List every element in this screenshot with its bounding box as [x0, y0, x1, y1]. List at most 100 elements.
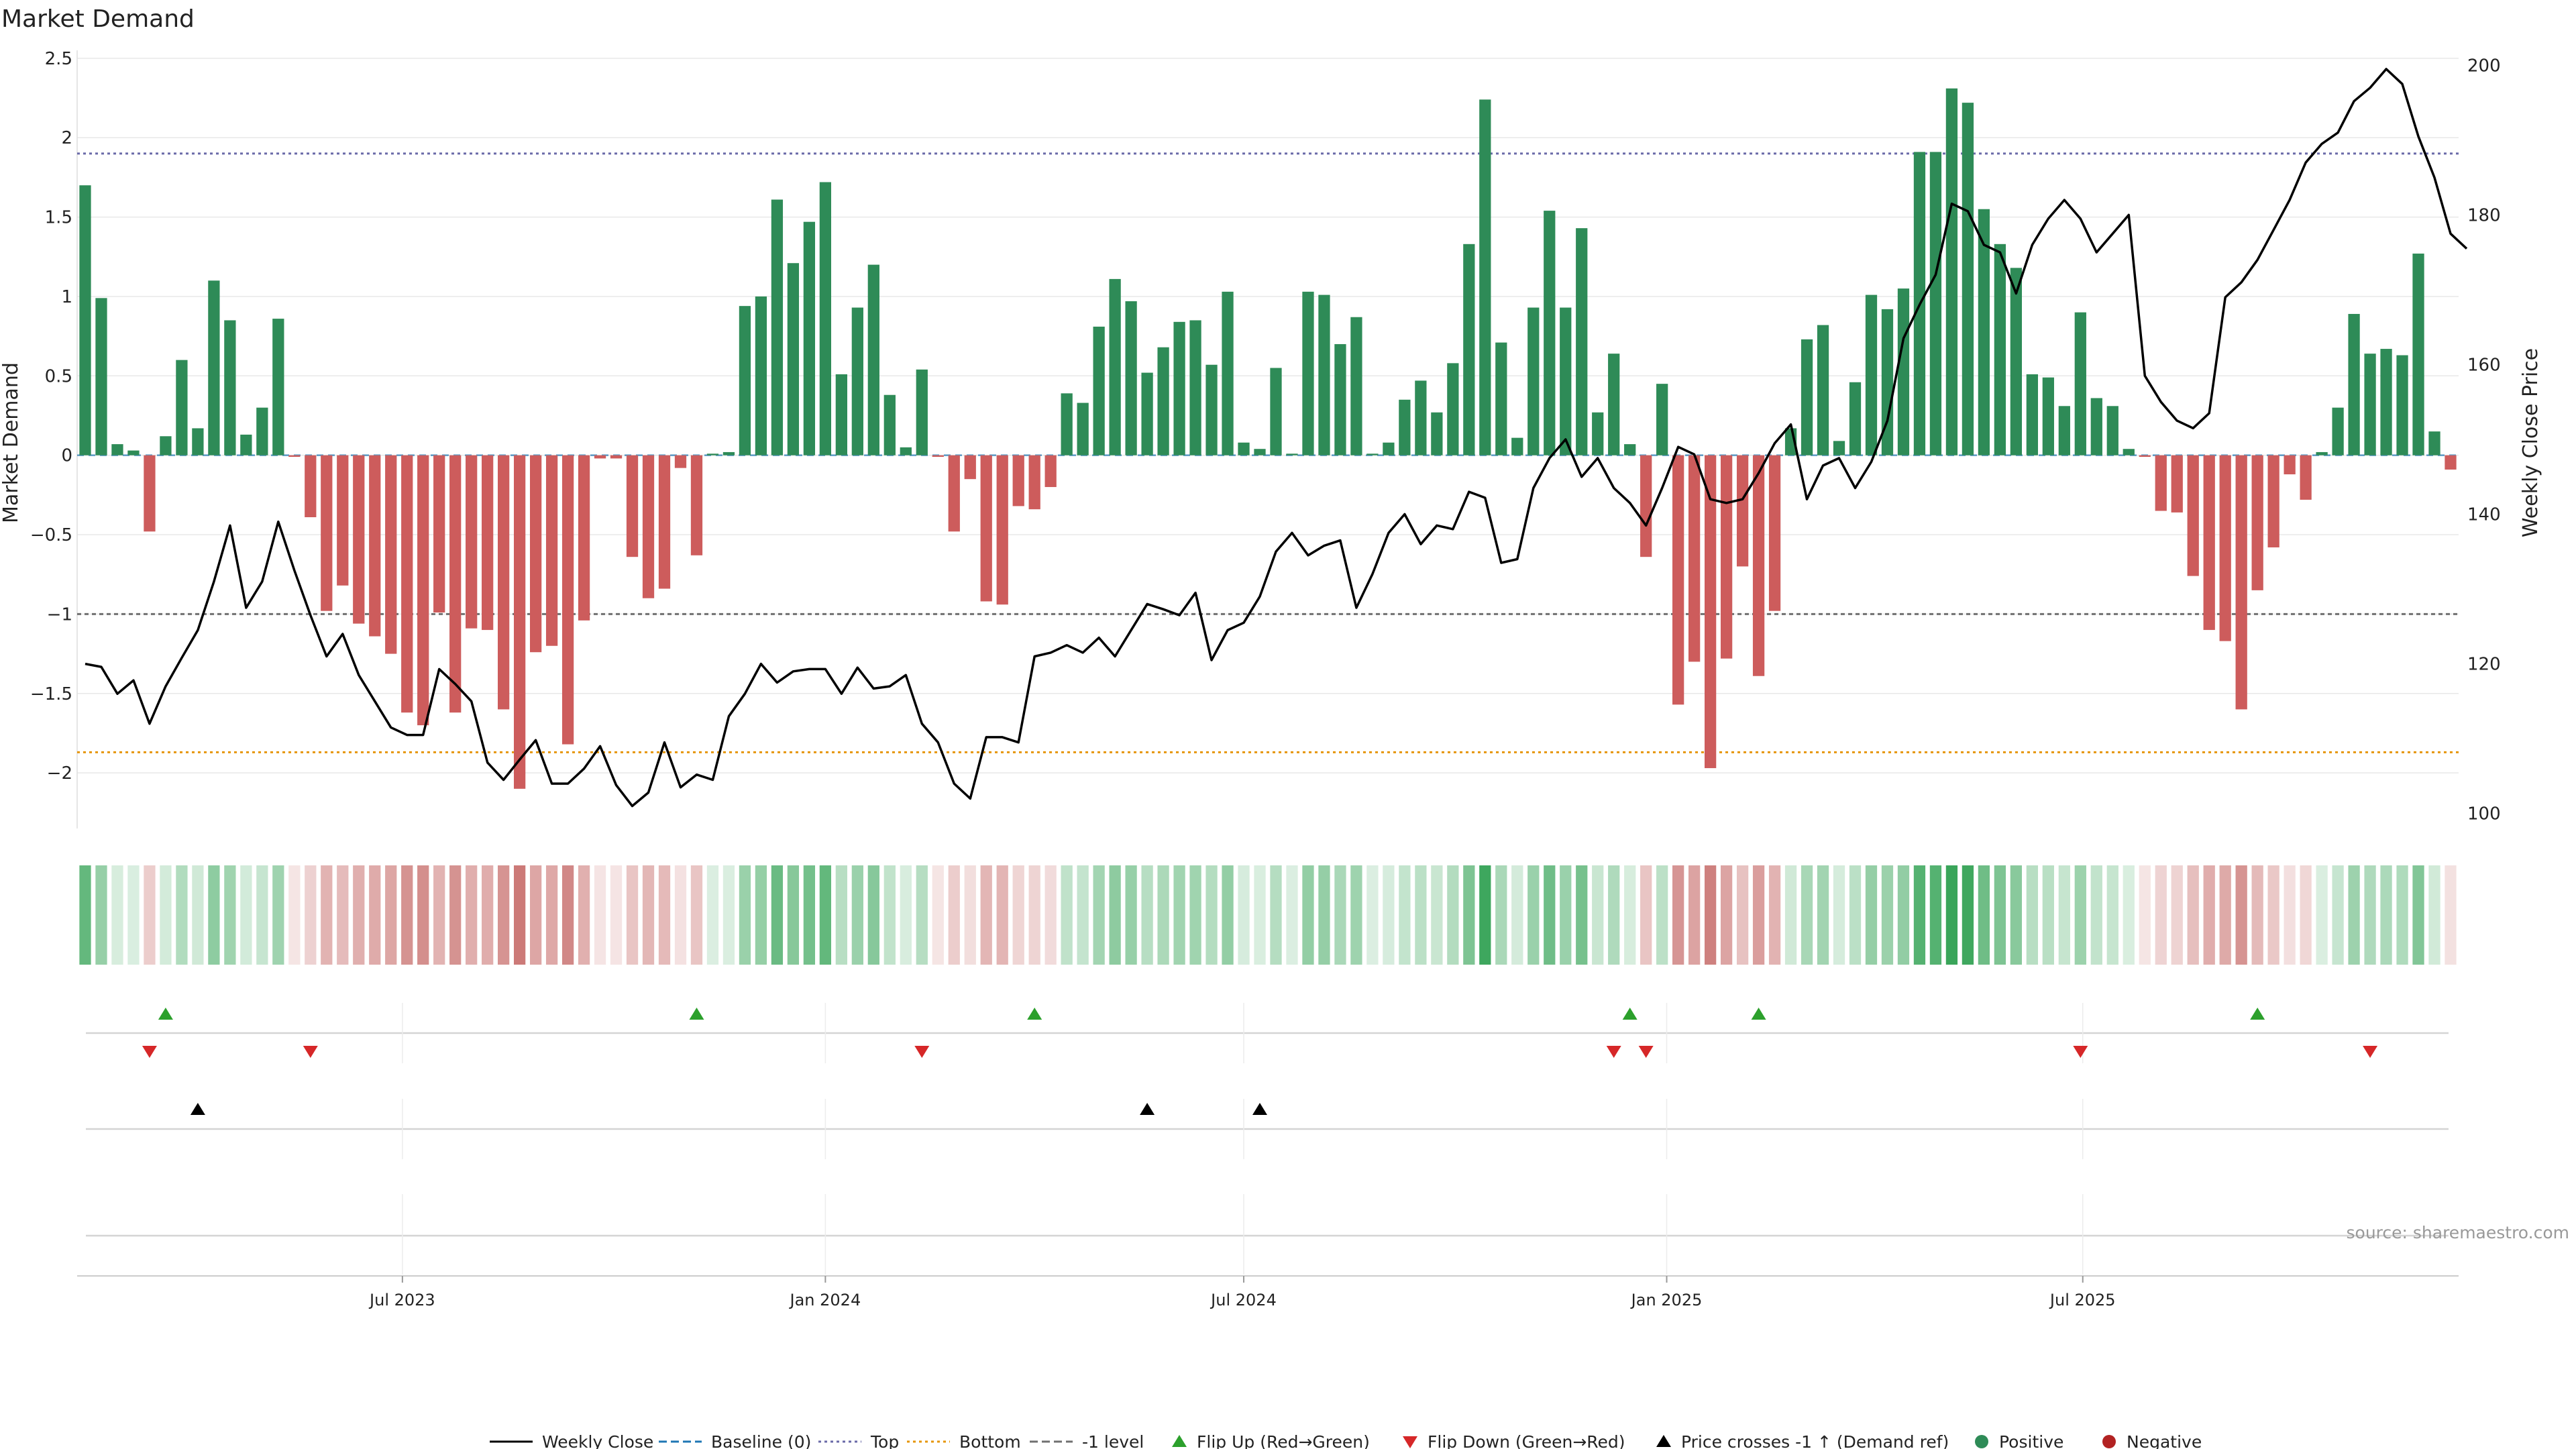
- demand-bar: [1945, 88, 1958, 455]
- demand-bar: [1640, 455, 1652, 557]
- demand-bar: [980, 455, 992, 602]
- demand-bar: [610, 455, 623, 459]
- demand-bar: [160, 436, 172, 455]
- heat-cell: [2300, 865, 2312, 965]
- demand-bar: [1431, 412, 1443, 455]
- flip-down-marker: [2073, 1046, 2088, 1058]
- demand-bar: [1817, 325, 1829, 455]
- demand-bar: [1366, 453, 1379, 455]
- y2-axis-label: Weekly Close Price: [2519, 348, 2542, 537]
- heat-cell: [1383, 865, 1395, 965]
- demand-bar: [594, 455, 606, 459]
- demand-bar: [722, 451, 735, 455]
- heat-cell: [288, 865, 301, 965]
- demand-bar: [305, 455, 317, 517]
- heat-cell: [1576, 865, 1588, 965]
- demand-bar: [1656, 384, 1668, 455]
- heat-cell: [449, 865, 462, 965]
- demand-bar: [1173, 321, 1185, 455]
- heat-cell: [819, 865, 832, 965]
- demand-bar: [192, 428, 204, 455]
- x-tick-label: Jul 2025: [2049, 1291, 2116, 1309]
- demand-bar: [2010, 268, 2023, 455]
- x-tick-label: Jul 2024: [1210, 1291, 1277, 1309]
- demand-bar: [2058, 406, 2070, 455]
- heat-cell: [1640, 865, 1652, 965]
- demand-bar: [1978, 209, 1990, 455]
- demand-bar: [739, 306, 751, 455]
- x-axis: Jul 2023 Jan 2024 Jul 2024 Jan 2025 Jul 2025: [77, 1275, 2459, 1309]
- demand-bar: [111, 444, 123, 455]
- heat-cell: [1962, 865, 1974, 965]
- demand-bar: [2445, 455, 2457, 470]
- weekly-close-line: [85, 68, 2468, 808]
- demand-bar: [1624, 444, 1636, 455]
- heat-cell: [1560, 865, 1572, 965]
- heat-cell: [1012, 865, 1024, 965]
- heat-cell: [111, 865, 123, 965]
- heat-cell: [1752, 865, 1765, 965]
- heat-cell: [2267, 865, 2279, 965]
- heat-cell: [1270, 865, 1282, 965]
- heat-cell: [964, 865, 976, 965]
- flip-up-marker: [689, 1008, 704, 1020]
- demand-bar: [1028, 455, 1040, 510]
- demand-bar: [208, 280, 220, 455]
- demand-bar: [1222, 291, 1234, 455]
- y2-tick-label: 100: [2467, 804, 2501, 824]
- demand-bar: [144, 455, 156, 532]
- heat-cell: [803, 865, 816, 965]
- heat-cell: [2171, 865, 2183, 965]
- heat-cell: [1768, 865, 1781, 965]
- heat-cell: [980, 865, 992, 965]
- heat-cell: [594, 865, 606, 965]
- heat-cell: [1672, 865, 1684, 965]
- heat-cell: [851, 865, 863, 965]
- demand-bar: [1286, 453, 1298, 455]
- heat-cell: [2348, 865, 2360, 965]
- demand-bar: [1447, 363, 1459, 455]
- demand-bar: [2203, 455, 2215, 631]
- demand-bar: [1833, 441, 1845, 455]
- x-tick-label: Jan 2025: [1630, 1291, 1703, 1309]
- heat-cell: [1044, 865, 1057, 965]
- demand-bar: [433, 455, 445, 613]
- price-cross-marker: [190, 1103, 205, 1115]
- demand-bar: [2155, 455, 2167, 511]
- heat-cell: [1865, 865, 1878, 965]
- demand-bar: [2219, 455, 2231, 641]
- y-tick-label: 0.5: [45, 366, 72, 386]
- demand-bar: [1865, 294, 1878, 455]
- demand-bar: [1254, 449, 1266, 455]
- heat-cell: [2284, 865, 2296, 965]
- heat-cell: [1688, 865, 1701, 965]
- demand-bar: [1383, 442, 1395, 455]
- y-tick-label: 1.5: [45, 208, 72, 228]
- demand-bar: [1720, 455, 1733, 659]
- heat-cell: [1366, 865, 1379, 965]
- heat-cell: [208, 865, 220, 965]
- demand-bar: [642, 455, 655, 598]
- legend-item: Price crosses -1 ↑ (Demand ref): [1656, 1432, 1949, 1449]
- heat-cell: [1302, 865, 1314, 965]
- heat-cell: [1736, 865, 1749, 965]
- heat-cell: [1238, 865, 1250, 965]
- demand-bar: [1929, 152, 1942, 455]
- heat-cell: [706, 865, 719, 965]
- heat-cell: [1093, 865, 1105, 965]
- demand-bar: [79, 185, 91, 455]
- heat-cell: [1945, 865, 1958, 965]
- demand-bar: [1141, 372, 1153, 455]
- demand-bar: [2235, 455, 2247, 710]
- demand-bar: [1189, 320, 1201, 455]
- y-tick-label: 2.5: [45, 49, 72, 69]
- demand-bar: [417, 455, 429, 726]
- demand-bar: [2042, 377, 2054, 455]
- heat-cell: [2106, 865, 2118, 965]
- y2-tick-label: 140: [2467, 505, 2501, 525]
- heat-cell: [2364, 865, 2376, 965]
- demand-bar: [932, 455, 944, 458]
- y2-tick-label: 180: [2467, 205, 2501, 225]
- demand-bar: [1881, 309, 1894, 455]
- flip-up-marker: [1751, 1008, 1766, 1020]
